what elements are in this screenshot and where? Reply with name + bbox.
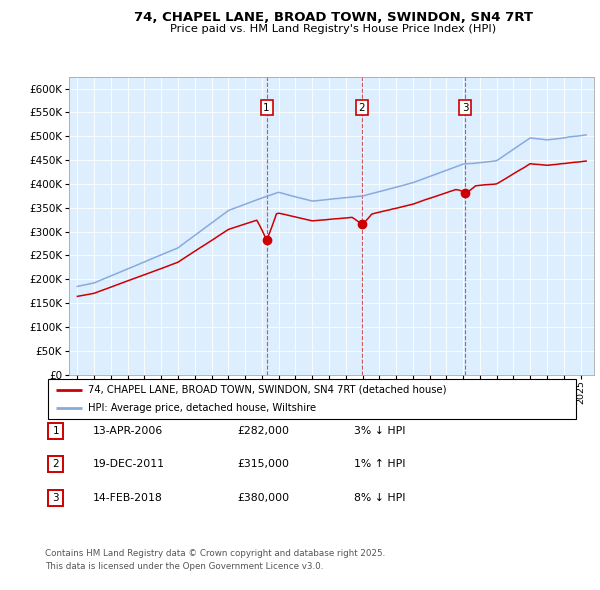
Text: HPI: Average price, detached house, Wiltshire: HPI: Average price, detached house, Wilt… bbox=[88, 403, 316, 413]
Text: £282,000: £282,000 bbox=[237, 426, 289, 435]
Text: Contains HM Land Registry data © Crown copyright and database right 2025.: Contains HM Land Registry data © Crown c… bbox=[45, 549, 385, 558]
Bar bbox=[48, 423, 64, 438]
Bar bbox=[48, 490, 64, 506]
Text: 3% ↓ HPI: 3% ↓ HPI bbox=[354, 426, 406, 435]
Text: 1: 1 bbox=[52, 426, 59, 435]
Text: 14-FEB-2018: 14-FEB-2018 bbox=[93, 493, 163, 503]
Text: 1% ↑ HPI: 1% ↑ HPI bbox=[354, 460, 406, 469]
Text: This data is licensed under the Open Government Licence v3.0.: This data is licensed under the Open Gov… bbox=[45, 562, 323, 571]
Text: 74, CHAPEL LANE, BROAD TOWN, SWINDON, SN4 7RT: 74, CHAPEL LANE, BROAD TOWN, SWINDON, SN… bbox=[134, 11, 533, 24]
Text: 2: 2 bbox=[52, 460, 59, 469]
Text: 2: 2 bbox=[359, 103, 365, 113]
Text: 13-APR-2006: 13-APR-2006 bbox=[93, 426, 163, 435]
Text: Price paid vs. HM Land Registry's House Price Index (HPI): Price paid vs. HM Land Registry's House … bbox=[170, 24, 496, 34]
Bar bbox=[48, 457, 64, 472]
Text: 74, CHAPEL LANE, BROAD TOWN, SWINDON, SN4 7RT (detached house): 74, CHAPEL LANE, BROAD TOWN, SWINDON, SN… bbox=[88, 385, 446, 395]
Text: 3: 3 bbox=[462, 103, 469, 113]
Text: 3: 3 bbox=[52, 493, 59, 503]
Text: 1: 1 bbox=[263, 103, 270, 113]
Text: 19-DEC-2011: 19-DEC-2011 bbox=[93, 460, 165, 469]
Text: 8% ↓ HPI: 8% ↓ HPI bbox=[354, 493, 406, 503]
Text: £380,000: £380,000 bbox=[237, 493, 289, 503]
Text: £315,000: £315,000 bbox=[237, 460, 289, 469]
